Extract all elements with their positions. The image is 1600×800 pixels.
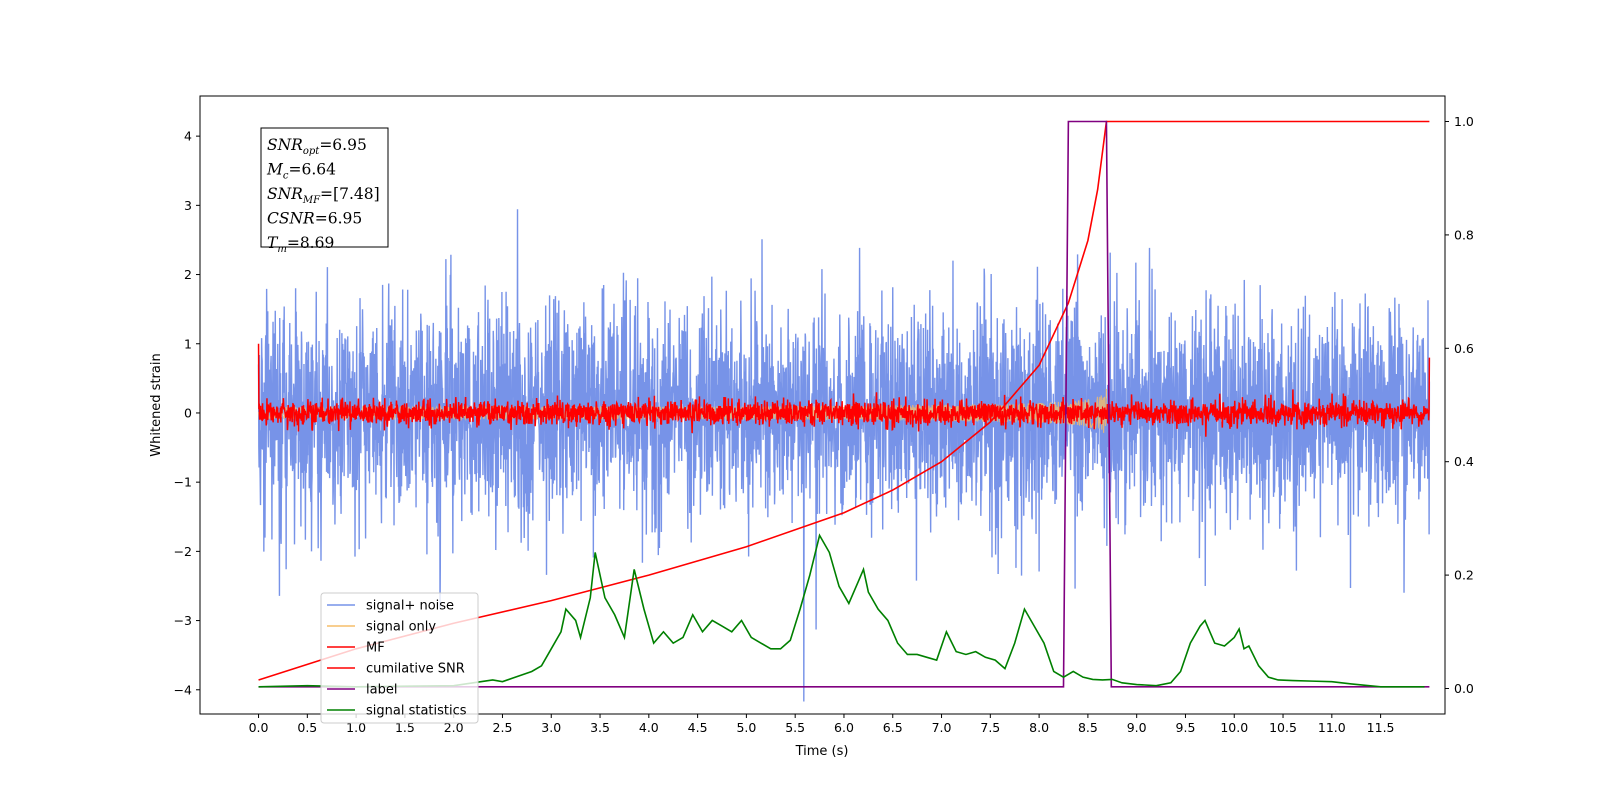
annotation-value: =8.69 bbox=[287, 234, 335, 252]
x-tick-label: 10.0 bbox=[1220, 720, 1248, 735]
x-tick-label: 1.5 bbox=[395, 720, 415, 735]
annotation-value: =6.95 bbox=[319, 136, 367, 154]
annotation-line: SNRopt=6.95 bbox=[267, 136, 367, 157]
y-tick-label: 3 bbox=[184, 198, 192, 213]
annotation-var: CSNR bbox=[267, 210, 315, 228]
annotation-sub: opt bbox=[303, 146, 320, 157]
y-tick-label: 1 bbox=[184, 336, 192, 351]
legend-frame bbox=[320, 592, 479, 724]
y2-tick-label: 1.0 bbox=[1454, 114, 1474, 129]
x-tick-label: 7.5 bbox=[980, 720, 1000, 735]
x-tick-label: 9.0 bbox=[1127, 720, 1147, 735]
legend: signal+ noise signal only MF cumilative SNR… bbox=[320, 592, 479, 724]
x-tick-label: 2.5 bbox=[493, 720, 513, 735]
y-tick-label: 0 bbox=[184, 405, 192, 420]
y-tick-label: −4 bbox=[174, 682, 192, 697]
x-tick-label: 11.0 bbox=[1318, 720, 1346, 735]
y2-tick-label: 0.8 bbox=[1454, 227, 1474, 242]
annotation-var: SNR bbox=[267, 136, 303, 154]
x-tick-label: 8.0 bbox=[1029, 720, 1049, 735]
annotation-sub: c bbox=[283, 171, 289, 182]
x-tick-label: 0.0 bbox=[249, 720, 269, 735]
y-axis-label: Whitened strain bbox=[149, 353, 164, 456]
x-tick-label: 6.5 bbox=[883, 720, 903, 735]
annotation-var: SNR bbox=[267, 185, 303, 203]
legend-label: label bbox=[366, 683, 397, 698]
x-tick-label: 5.5 bbox=[785, 720, 805, 735]
x-axis: 0.0 0.5 1.0 1.5 2.0 2.5 3.0 3.5 4.0 4.5 5.0 5.5 6.0 6… bbox=[249, 714, 1395, 735]
legend-label: cumilative SNR bbox=[366, 662, 465, 677]
x-tick-label: 3.5 bbox=[590, 720, 610, 735]
x-tick-label: 1.0 bbox=[346, 720, 366, 735]
annotation-value: =6.64 bbox=[288, 161, 336, 179]
x-tick-label: 4.5 bbox=[688, 720, 708, 735]
x-tick-label: 3.0 bbox=[541, 720, 561, 735]
annotation-value: =[7.48] bbox=[320, 185, 380, 203]
series-mf bbox=[257, 343, 1431, 437]
series-layer bbox=[257, 120, 1431, 702]
y-axis-right: 0.0 0.2 0.4 0.6 0.8 1.0 bbox=[1445, 114, 1474, 696]
y-tick-label: −2 bbox=[174, 544, 192, 559]
x-tick-label: 10.5 bbox=[1269, 720, 1297, 735]
x-tick-label: 11.5 bbox=[1367, 720, 1395, 735]
x-tick-label: 7.0 bbox=[932, 720, 952, 735]
legend-label: signal statistics bbox=[366, 704, 467, 719]
legend-label: signal+ noise bbox=[366, 599, 454, 614]
x-tick-label: 9.5 bbox=[1176, 720, 1196, 735]
legend-label: MF bbox=[366, 641, 385, 656]
x-tick-label: 8.5 bbox=[1078, 720, 1098, 735]
x-axis-label: Time (s) bbox=[795, 744, 849, 759]
y-tick-label: 2 bbox=[184, 267, 192, 282]
x-tick-label: 0.5 bbox=[297, 720, 317, 735]
x-tick-label: 6.0 bbox=[834, 720, 854, 735]
x-tick-label: 2.0 bbox=[444, 720, 464, 735]
y2-tick-label: 0.6 bbox=[1454, 341, 1474, 356]
y2-tick-label: 0.2 bbox=[1454, 568, 1474, 583]
series-signal-statistics bbox=[258, 533, 1425, 688]
y-tick-label: −1 bbox=[174, 475, 192, 490]
annotation-line: Tm=8.69 bbox=[267, 234, 334, 255]
annotation-frame bbox=[260, 127, 389, 248]
y-tick-label: −3 bbox=[174, 613, 192, 628]
series-label bbox=[258, 120, 1430, 688]
y2-tick-label: 0.0 bbox=[1454, 681, 1474, 696]
annotation-value: =6.95 bbox=[315, 210, 363, 228]
series-cumulative-snr bbox=[258, 120, 1430, 681]
legend-label: signal only bbox=[366, 620, 436, 635]
y-tick-label: 4 bbox=[184, 129, 192, 144]
y2-tick-label: 0.4 bbox=[1454, 454, 1474, 469]
x-tick-label: 5.0 bbox=[736, 720, 756, 735]
annotation-line: CSNR=6.95 bbox=[267, 210, 362, 228]
x-tick-label: 4.0 bbox=[639, 720, 659, 735]
annotation-box: SNRopt=6.95Mc=6.64SNRMF=[7.48]CSNR=6.95T… bbox=[260, 127, 389, 255]
plot-frame bbox=[199, 95, 1446, 715]
annotation-sub: m bbox=[277, 244, 286, 255]
series-signal-noise bbox=[257, 209, 1431, 702]
y-axis-left: −4 −3 −2 −1 0 1 2 3 4 bbox=[174, 129, 200, 697]
annotation-line: Mc=6.64 bbox=[266, 161, 336, 182]
annotation-sub: MF bbox=[302, 195, 321, 206]
annotation-var: M bbox=[266, 161, 284, 179]
annotation-line: SNRMF=[7.48] bbox=[267, 185, 380, 206]
annotation-var: T bbox=[267, 234, 279, 252]
